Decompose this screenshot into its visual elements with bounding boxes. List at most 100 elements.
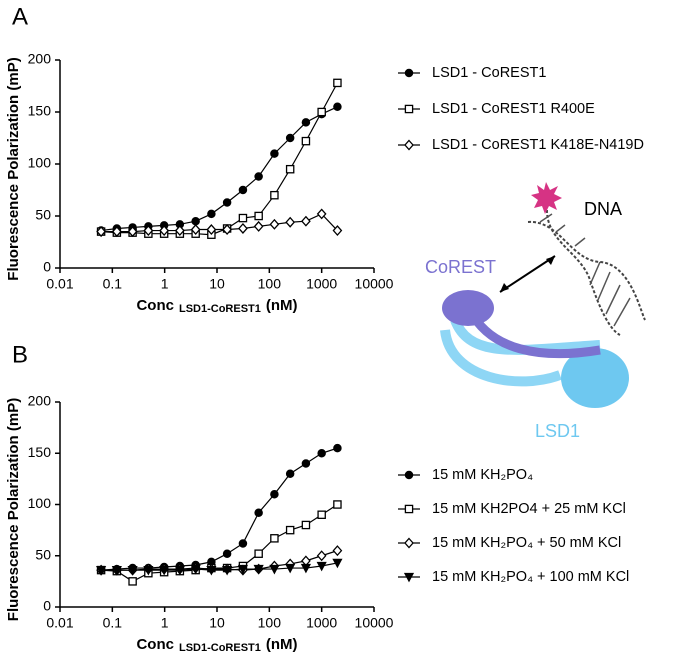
legend-label: 15 mM KH₂PO₄ [432, 467, 533, 483]
marker [159, 565, 170, 576]
marker [301, 459, 311, 468]
marker [127, 226, 138, 238]
legend-label: 15 mM KH2PO4 + 25 mM KCl [432, 501, 626, 517]
marker [316, 208, 327, 220]
marker [316, 561, 327, 572]
diagram: DNA CoREST LSD1 [425, 182, 646, 441]
x-tick-label: 0.01 [46, 615, 73, 631]
x-tick-label: 0.1 [103, 276, 123, 292]
arrow-head [500, 283, 509, 292]
marker [316, 550, 327, 562]
marker [317, 107, 326, 117]
marker [270, 489, 279, 499]
marker [206, 224, 217, 235]
y-tick-label: 200 [28, 51, 52, 67]
marker [332, 225, 343, 237]
fluorophore-star [531, 182, 562, 214]
marker [253, 220, 264, 232]
marker [333, 102, 342, 112]
legend-label: 15 mM KH₂PO₄ + 100 mM KCl [432, 569, 629, 585]
x-tick-label: 1000 [306, 615, 337, 631]
marker [270, 534, 279, 543]
marker [332, 558, 343, 569]
y-tick-label: 50 [35, 207, 51, 223]
panel-label: A [12, 3, 28, 30]
lsd1-body [561, 348, 629, 408]
x-tick-label: 1000 [306, 276, 337, 292]
marker [269, 564, 280, 575]
marker [191, 216, 200, 226]
y-tick-label: 150 [28, 444, 52, 460]
marker [238, 213, 248, 223]
marker [222, 198, 232, 207]
y-axis-label: Fluorescence Polarization (mP) [5, 57, 22, 280]
x-axis-label: Conc LSD1-CoREST1 (nM) [136, 636, 297, 654]
marker [317, 510, 326, 519]
marker [174, 565, 185, 576]
x-axis-label: Conc LSD1-CoREST1 (nM) [136, 297, 297, 315]
x-tick-label: 1 [161, 615, 169, 631]
x-tick-label: 0.01 [46, 276, 73, 292]
marker [254, 211, 263, 221]
corest-body [442, 290, 494, 326]
legend-marker [403, 572, 415, 583]
legend-marker [404, 104, 414, 114]
marker [206, 565, 217, 576]
panel-label: B [12, 341, 28, 368]
x-tick-label: 100 [258, 615, 282, 631]
marker [254, 508, 263, 517]
marker [333, 500, 342, 509]
marker [222, 565, 233, 576]
marker [111, 565, 122, 576]
marker [333, 78, 342, 88]
x-axis-label-unit: (nM) [266, 297, 298, 314]
legend-label: LSD1 - CoREST1 K418E-N419D [432, 137, 644, 153]
x-axis-label-main: Conc [136, 636, 174, 653]
series-line [101, 447, 338, 571]
marker [332, 545, 343, 557]
lsd1-tail [450, 317, 601, 355]
x-tick-label: 1 [161, 276, 169, 292]
x-tick-label: 10000 [355, 276, 394, 292]
marker [238, 539, 248, 548]
marker [301, 118, 311, 127]
y-tick-label: 100 [28, 155, 52, 171]
marker [301, 136, 311, 146]
marker [285, 216, 296, 228]
marker [333, 443, 342, 453]
x-axis-label-sub: LSD1-CoREST1 [179, 303, 261, 315]
marker [222, 224, 232, 235]
series-line [101, 562, 338, 571]
y-tick-label: 150 [28, 103, 52, 119]
y-tick-label: 200 [28, 393, 52, 409]
x-tick-label: 10 [209, 615, 225, 631]
x-axis-label-unit: (nM) [266, 636, 298, 653]
legend-marker [404, 504, 414, 514]
x-axis-label-main: Conc [136, 297, 174, 314]
marker [285, 525, 295, 535]
marker [285, 469, 295, 478]
x-tick-label: 10000 [355, 615, 394, 631]
marker [96, 226, 106, 238]
series-line [101, 82, 338, 236]
marker [127, 565, 138, 576]
marker [159, 225, 170, 237]
marker [111, 226, 122, 238]
marker [285, 133, 295, 143]
marker [254, 172, 263, 181]
legend-marker [404, 537, 414, 549]
x-axis-label-sub: LSD1-CoREST1 [179, 642, 261, 654]
y-tick-label: 0 [43, 259, 51, 275]
corest-label: CoREST [425, 257, 496, 277]
legend-label: 15 mM KH₂PO₄ + 50 mM KCl [432, 535, 621, 551]
marker [254, 549, 263, 558]
legend-marker [404, 68, 414, 78]
marker [253, 564, 264, 575]
marker [285, 164, 295, 174]
series-line [101, 106, 338, 232]
marker [238, 223, 248, 234]
y-tick-label: 100 [28, 495, 52, 511]
series-line [101, 503, 338, 583]
legend-marker [404, 139, 414, 151]
